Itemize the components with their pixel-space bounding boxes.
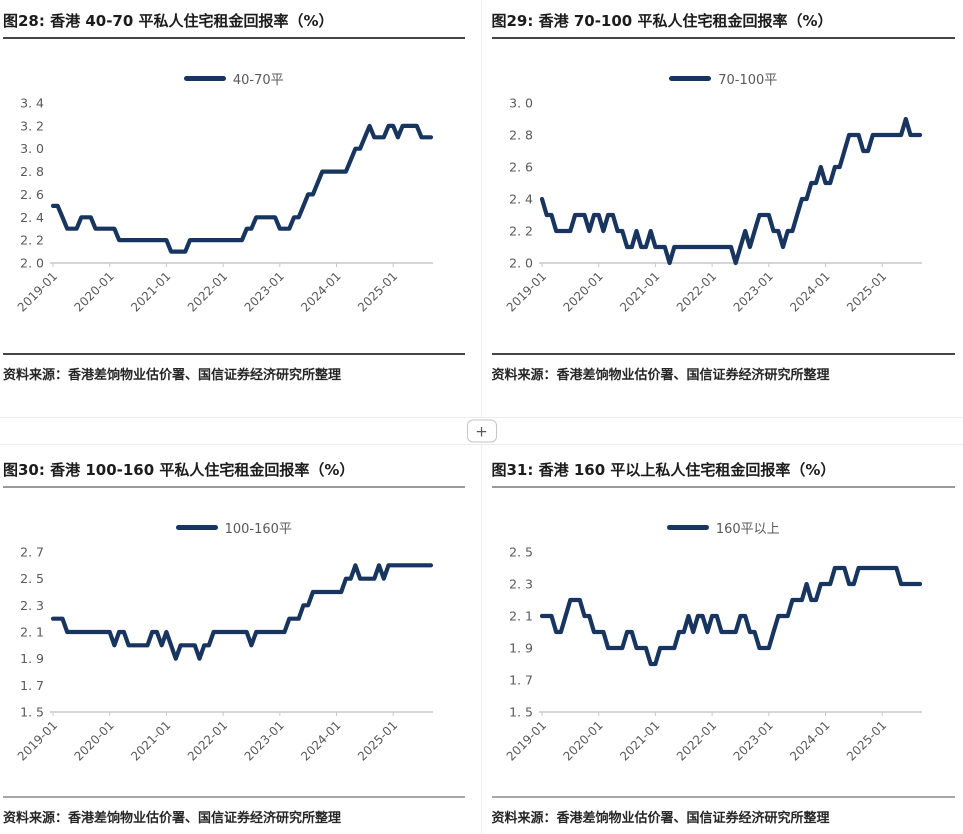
legend-line-swatch bbox=[666, 525, 709, 530]
y-tick-label: 1. 5 bbox=[509, 705, 533, 720]
expand-button[interactable]: + bbox=[466, 419, 497, 443]
x-tick-label: 2019-01 bbox=[15, 718, 60, 763]
legend-line-swatch bbox=[175, 525, 218, 530]
x-tick-label: 2022-01 bbox=[674, 718, 719, 763]
y-tick-label: 2. 8 bbox=[509, 128, 533, 143]
x-tick-label: 2020-01 bbox=[561, 718, 606, 763]
chart-legend: 70-100平 bbox=[669, 69, 777, 88]
x-tick-label: 2020-01 bbox=[561, 269, 606, 314]
y-tick-label: 1. 9 bbox=[20, 651, 44, 666]
y-tick-label: 2. 7 bbox=[20, 545, 44, 560]
y-tick-label: 2. 8 bbox=[20, 164, 44, 179]
figure-block-30: 图30: 香港 100-160 平私人住宅租金回报率（%） 100-160平 1… bbox=[0, 445, 482, 834]
x-tick-label: 2023-01 bbox=[241, 269, 286, 314]
y-tick-label: 1. 7 bbox=[20, 678, 44, 693]
source-note: 资料来源：香港差饷物业估价署、国信证券经济研究所整理 bbox=[3, 796, 465, 828]
y-tick-label: 1. 9 bbox=[509, 641, 533, 656]
y-tick-label: 2. 4 bbox=[20, 210, 44, 225]
y-tick-label: 2. 2 bbox=[20, 233, 44, 248]
legend-label: 160平以上 bbox=[715, 522, 780, 537]
figure-title: 图29: 香港 70-100 平私人住宅租金回报率（%） bbox=[491, 0, 955, 39]
series-line bbox=[50, 563, 433, 661]
x-tick-label: 2024-01 bbox=[788, 718, 833, 763]
series-line bbox=[540, 565, 923, 667]
x-tick-label: 2020-01 bbox=[71, 269, 116, 314]
y-tick-label: 3. 4 bbox=[20, 96, 44, 111]
y-tick-label: 1. 7 bbox=[509, 673, 533, 688]
y-tick-label: 2. 2 bbox=[509, 224, 533, 239]
y-tick-label: 2. 3 bbox=[20, 598, 44, 613]
x-tick-label: 2019-01 bbox=[15, 269, 60, 314]
series-line bbox=[540, 116, 923, 266]
figure-title: 图28: 香港 40-70 平私人住宅租金回报率（%） bbox=[3, 0, 465, 39]
y-tick-label: 2. 6 bbox=[20, 187, 44, 202]
chart-area: 70-100平 2. 0 2. 2 2. 4 2. 6 2. 8 3. 0 2019-01 2… bbox=[492, 39, 956, 353]
y-tick-label: 2. 0 bbox=[20, 256, 44, 271]
legend-label: 40-70平 bbox=[232, 73, 284, 88]
x-tick-label: 2023-01 bbox=[241, 718, 286, 763]
x-tick-label: 2019-01 bbox=[504, 269, 549, 314]
x-tick-label: 2021-01 bbox=[128, 718, 173, 763]
y-tick-label: 3. 0 bbox=[509, 96, 533, 111]
x-tick-label: 2022-01 bbox=[185, 718, 230, 763]
y-tick-label: 3. 0 bbox=[20, 141, 44, 156]
x-tick-label: 2025-01 bbox=[355, 718, 400, 763]
x-tick-label: 2023-01 bbox=[731, 269, 776, 314]
legend-label: 70-100平 bbox=[718, 73, 778, 88]
legend-line-swatch bbox=[669, 76, 712, 81]
x-tick-label: 2021-01 bbox=[128, 269, 173, 314]
x-tick-label: 2024-01 bbox=[788, 269, 833, 314]
chart-legend: 160平以上 bbox=[666, 518, 780, 537]
y-tick-label: 2. 5 bbox=[509, 545, 533, 560]
x-tick-label: 2020-01 bbox=[71, 718, 116, 763]
x-tick-label: 2025-01 bbox=[355, 269, 400, 314]
chart-legend: 40-70平 bbox=[183, 69, 284, 88]
figure-title: 图31: 香港 160 平以上私人住宅租金回报率（%） bbox=[491, 445, 955, 488]
x-tick-label: 2022-01 bbox=[674, 269, 719, 314]
figure-title: 图30: 香港 100-160 平私人住宅租金回报率（%） bbox=[3, 445, 465, 488]
source-note: 资料来源：香港差饷物业估价署、国信证券经济研究所整理 bbox=[491, 796, 955, 828]
x-tick-label: 2025-01 bbox=[844, 269, 889, 314]
line-chart: 1. 5 1. 7 1. 9 2. 1 2. 3 2. 5 2. 7 2019-01 2020-… bbox=[15, 545, 433, 764]
y-tick-label: 2. 1 bbox=[20, 625, 44, 640]
x-tick-label: 2023-01 bbox=[731, 718, 776, 763]
row-divider-band: + bbox=[0, 417, 963, 445]
figure-block-29: 图29: 香港 70-100 平私人住宅租金回报率（%） 70-100平 2. … bbox=[482, 0, 963, 417]
source-note: 资料来源：香港差饷物业估价署、国信证券经济研究所整理 bbox=[491, 353, 955, 385]
chart-area: 100-160平 1. 5 1. 7 1. 9 2. 1 2. 3 2. 5 2. 7 201… bbox=[3, 488, 465, 796]
y-tick-label: 2. 1 bbox=[509, 609, 533, 624]
chart-area: 160平以上 1. 5 1. 7 1. 9 2. 1 2. 3 2. 5 2019-01 20… bbox=[492, 488, 956, 796]
y-tick-label: 2. 4 bbox=[509, 192, 533, 207]
chart-area: 40-70平 2. 0 2. 2 2. 4 2. 6 2. 8 3. 0 3. 2 3. 4 2… bbox=[3, 39, 465, 353]
x-tick-label: 2025-01 bbox=[844, 718, 889, 763]
chart-legend: 100-160平 bbox=[175, 518, 292, 537]
y-tick-label: 3. 2 bbox=[20, 118, 44, 133]
figure-row-bottom: 图30: 香港 100-160 平私人住宅租金回报率（%） 100-160平 1… bbox=[0, 445, 963, 834]
y-tick-label: 2. 3 bbox=[509, 577, 533, 592]
x-tick-label: 2024-01 bbox=[298, 718, 343, 763]
x-tick-label: 2024-01 bbox=[298, 269, 343, 314]
y-tick-label: 2. 5 bbox=[20, 571, 44, 586]
legend-line-swatch bbox=[183, 76, 226, 81]
y-tick-label: 1. 5 bbox=[20, 705, 44, 720]
source-note: 资料来源：香港差饷物业估价署、国信证券经济研究所整理 bbox=[3, 353, 465, 385]
series-line bbox=[50, 123, 433, 254]
x-tick-label: 2021-01 bbox=[617, 718, 662, 763]
y-tick-label: 2. 0 bbox=[509, 256, 533, 271]
x-tick-label: 2019-01 bbox=[504, 718, 549, 763]
y-tick-label: 2. 6 bbox=[509, 160, 533, 175]
x-tick-label: 2022-01 bbox=[185, 269, 230, 314]
x-tick-label: 2021-01 bbox=[617, 269, 662, 314]
legend-label: 100-160平 bbox=[224, 522, 292, 537]
